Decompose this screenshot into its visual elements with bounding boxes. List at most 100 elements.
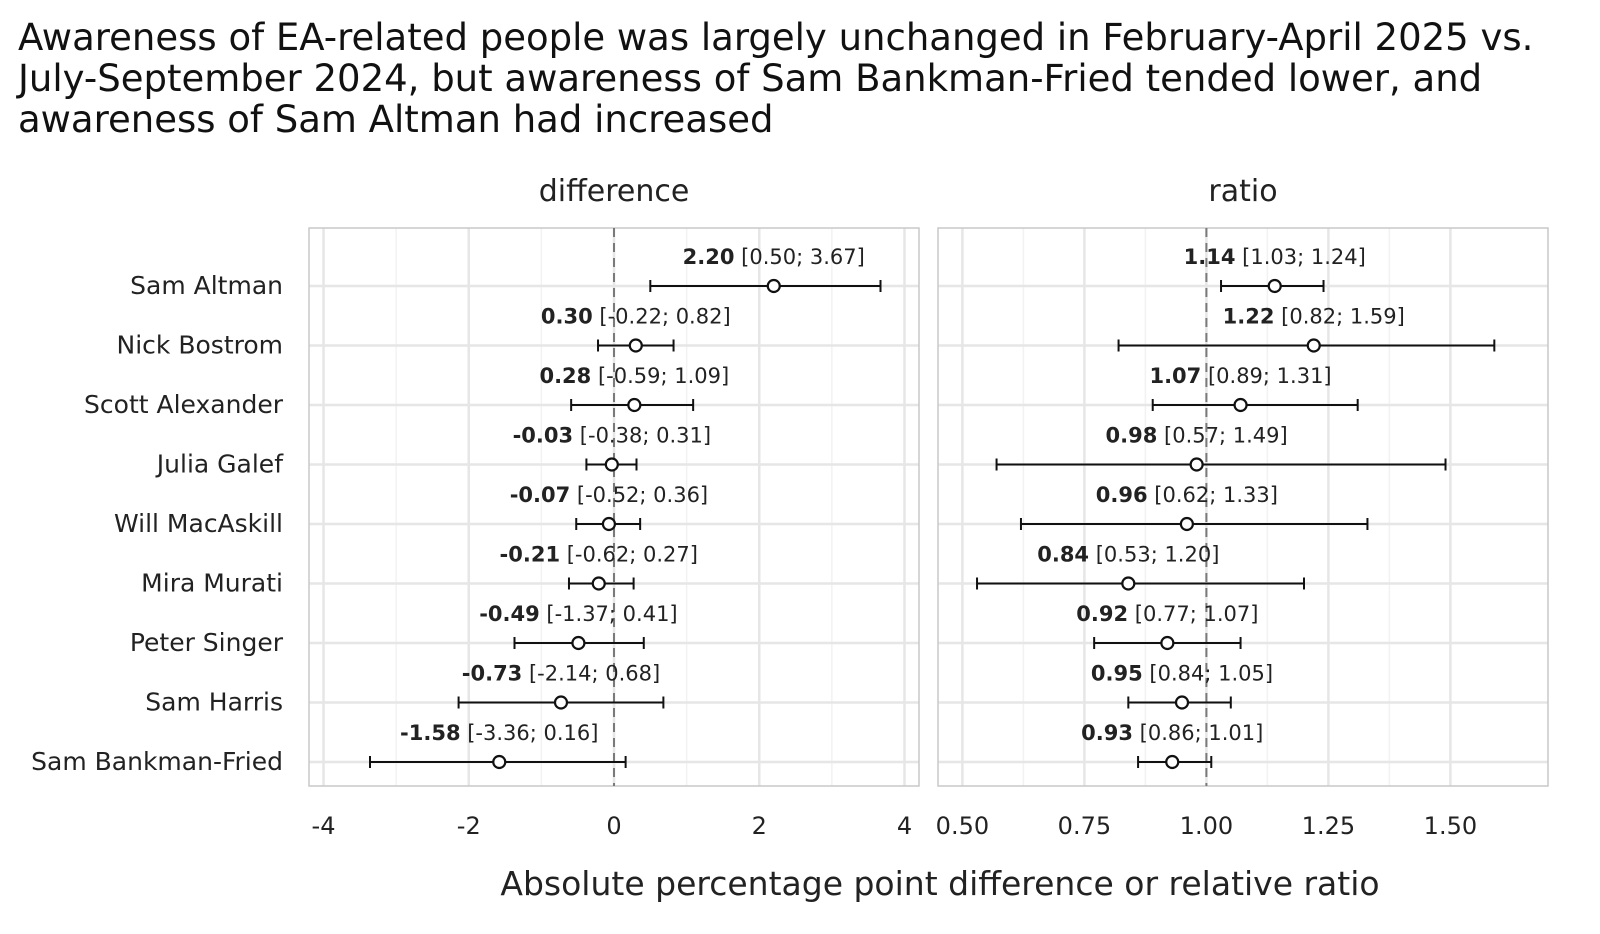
row-label: Sam Bankman-Fried bbox=[31, 747, 283, 776]
estimate-label: 0.93 [0.86; 1.01] bbox=[1081, 721, 1263, 745]
facet-panels: difference -4 -2 0 2 4 2.20 [0.50; 3.67] 0.30 [… bbox=[308, 174, 1549, 840]
x-tick-label: 4 bbox=[897, 812, 912, 840]
panel-border bbox=[937, 227, 1549, 787]
estimate-value: -0.21 bbox=[500, 543, 561, 567]
confidence-interval: [0.57; 1.49] bbox=[1157, 424, 1287, 448]
confidence-interval: [-1.37; 0.41] bbox=[540, 602, 678, 626]
x-tick-label: 1.00 bbox=[1180, 812, 1233, 840]
confidence-interval: [0.53; 1.20] bbox=[1089, 543, 1219, 567]
confidence-interval: [-0.52; 0.36] bbox=[570, 483, 708, 507]
estimate-label: -0.21 [-0.62; 0.27] bbox=[500, 543, 698, 567]
estimate-label: -1.58 [-3.36; 0.16] bbox=[400, 721, 598, 745]
estimate-label: 0.92 [0.77; 1.07] bbox=[1076, 602, 1258, 626]
estimate-label: 1.14 [1.03; 1.24] bbox=[1184, 245, 1366, 269]
x-tick-label: 2 bbox=[752, 812, 767, 840]
estimate-value: 0.30 bbox=[541, 305, 593, 329]
estimate-point bbox=[1121, 576, 1136, 591]
estimate-point bbox=[1165, 754, 1180, 770]
estimate-point bbox=[601, 516, 617, 532]
facet-label-difference: difference bbox=[539, 174, 690, 209]
title-line-3: awareness of Sam Altman had increased bbox=[18, 98, 774, 141]
row-label: Nick Bostrom bbox=[117, 331, 283, 360]
estimate-value: 1.22 bbox=[1223, 305, 1275, 329]
estimate-value: 2.20 bbox=[683, 245, 735, 269]
estimate-point bbox=[571, 635, 586, 651]
estimate-point bbox=[553, 695, 569, 710]
confidence-interval: [0.89; 1.31] bbox=[1201, 364, 1331, 388]
title-line-1: Awareness of EA-related people was large… bbox=[18, 16, 1533, 59]
estimate-point bbox=[1189, 457, 1204, 472]
row-label: Peter Singer bbox=[130, 628, 284, 657]
estimate-point bbox=[1160, 635, 1175, 651]
confidence-interval: [0.50; 3.67] bbox=[735, 245, 865, 269]
estimate-point bbox=[604, 457, 619, 472]
x-tick-label: 0.75 bbox=[1058, 812, 1111, 840]
estimate-value: 0.98 bbox=[1106, 424, 1158, 448]
x-tick-label: -4 bbox=[312, 812, 336, 840]
x-tick-label: -2 bbox=[457, 812, 481, 840]
x-tick-label: 0 bbox=[606, 812, 621, 840]
confidence-interval: [0.82; 1.59] bbox=[1275, 305, 1405, 329]
confidence-interval: [-2.14; 0.68] bbox=[522, 662, 660, 686]
confidence-interval: [-0.22; 0.82] bbox=[593, 305, 731, 329]
estimate-value: 0.93 bbox=[1081, 721, 1133, 745]
estimate-value: -0.73 bbox=[462, 662, 523, 686]
estimate-value: 0.84 bbox=[1037, 543, 1089, 567]
confidence-interval: [1.03; 1.24] bbox=[1235, 245, 1365, 269]
row-label: Scott Alexander bbox=[84, 390, 284, 419]
estimate-value: -0.07 bbox=[510, 483, 571, 507]
estimate-label: 0.95 [0.84; 1.05] bbox=[1091, 662, 1273, 686]
confidence-interval: [0.62; 1.33] bbox=[1148, 483, 1278, 507]
confidence-interval: [0.77; 1.07] bbox=[1128, 602, 1258, 626]
chart-title: Awareness of EA-related people was large… bbox=[16, 16, 1533, 141]
row-labels: Sam Altman Nick Bostrom Scott Alexander Jul… bbox=[31, 271, 284, 776]
row-label: Sam Altman bbox=[130, 271, 283, 300]
confidence-interval: [-0.38; 0.31] bbox=[573, 424, 711, 448]
estimate-label: -0.49 [-1.37; 0.41] bbox=[479, 602, 677, 626]
confidence-interval: [0.84; 1.05] bbox=[1143, 662, 1273, 686]
title-line-2: July-September 2024, but awareness of Sa… bbox=[16, 57, 1482, 100]
confidence-interval: [0.86; 1.01] bbox=[1133, 721, 1263, 745]
estimate-label: 0.98 [0.57; 1.49] bbox=[1106, 424, 1288, 448]
x-tick-label: 1.50 bbox=[1424, 812, 1477, 840]
estimate-label: 0.96 [0.62; 1.33] bbox=[1096, 483, 1278, 507]
estimate-value: 1.14 bbox=[1184, 245, 1236, 269]
estimate-point bbox=[1233, 397, 1248, 413]
estimate-label: -0.07 [-0.52; 0.36] bbox=[510, 483, 708, 507]
estimate-label: 2.20 [0.50; 3.67] bbox=[683, 245, 865, 269]
estimate-label: 0.30 [-0.22; 0.82] bbox=[541, 305, 731, 329]
row-label: Sam Harris bbox=[145, 688, 283, 717]
row-label: Will MacAskill bbox=[114, 509, 283, 538]
estimate-value: -1.58 bbox=[400, 721, 461, 745]
estimate-point bbox=[1174, 695, 1190, 710]
estimate-label: 1.22 [0.82; 1.59] bbox=[1223, 305, 1405, 329]
estimate-point bbox=[591, 576, 606, 591]
panel-ratio: ratio 0.50 0.75 1.00 1.25 1.50 1.14 [1.03; 1.2… bbox=[936, 174, 1549, 840]
confidence-interval: [-0.59; 1.09] bbox=[591, 364, 729, 388]
estimate-value: 0.28 bbox=[539, 364, 591, 388]
row-label: Mira Murati bbox=[141, 569, 283, 598]
estimate-point bbox=[627, 397, 642, 413]
confidence-interval: [-3.36; 0.16] bbox=[461, 721, 599, 745]
estimate-point bbox=[1306, 338, 1321, 353]
x-axis-title: Absolute percentage point difference or … bbox=[500, 864, 1379, 903]
estimate-value: 0.95 bbox=[1091, 662, 1143, 686]
estimate-label: -0.73 [-2.14; 0.68] bbox=[462, 662, 660, 686]
x-tick-label: 0.50 bbox=[936, 812, 989, 840]
x-tick-label: 1.25 bbox=[1302, 812, 1355, 840]
estimate-value: 0.92 bbox=[1076, 602, 1128, 626]
estimate-point bbox=[1179, 516, 1194, 532]
estimate-point bbox=[628, 338, 643, 353]
row-label: Julia Galef bbox=[155, 450, 284, 479]
estimate-point bbox=[766, 278, 781, 294]
estimate-value: 0.96 bbox=[1096, 483, 1148, 507]
estimate-value: -0.49 bbox=[479, 602, 540, 626]
estimate-label: -0.03 [-0.38; 0.31] bbox=[513, 424, 711, 448]
confidence-interval: [-0.62; 0.27] bbox=[560, 543, 698, 567]
facet-label-ratio: ratio bbox=[1208, 174, 1277, 209]
panel-difference: difference -4 -2 0 2 4 2.20 [0.50; 3.67] 0.30 [… bbox=[308, 174, 920, 840]
estimate-point bbox=[1267, 278, 1282, 294]
estimate-value: 1.07 bbox=[1149, 364, 1201, 388]
estimate-label: 0.84 [0.53; 1.20] bbox=[1037, 543, 1219, 567]
estimate-label: 0.28 [-0.59; 1.09] bbox=[539, 364, 729, 388]
